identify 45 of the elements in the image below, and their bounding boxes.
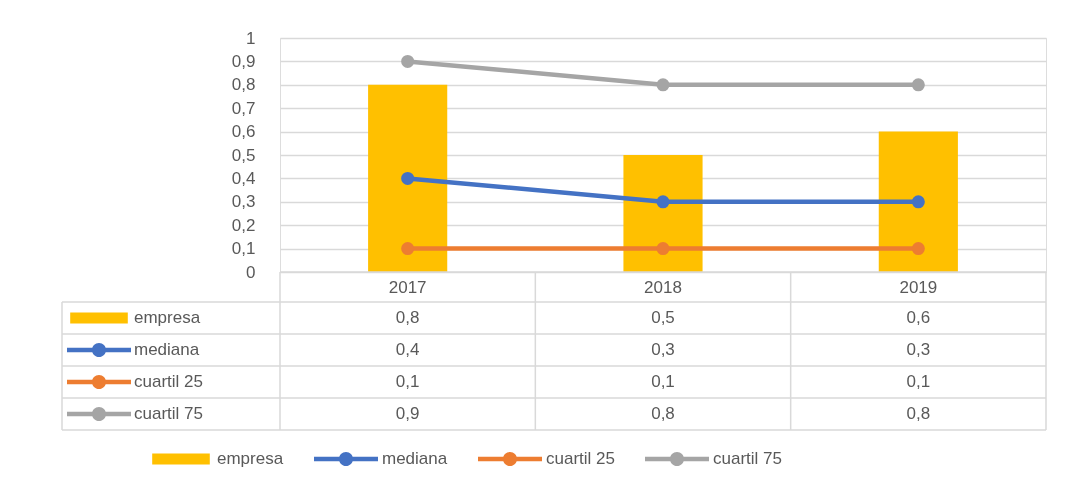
y-tick-label: 0,6 — [231, 122, 256, 142]
data-label: 0,8 — [395, 308, 420, 327]
data-label: 0,9 — [395, 404, 420, 423]
data-label: 0,6 — [906, 308, 931, 327]
point — [656, 78, 670, 92]
data-label: 0,4 — [395, 340, 420, 359]
x-tick-label: 2018 — [644, 277, 682, 297]
x-tick-label: 2019 — [899, 277, 938, 297]
data-label: 0,1 — [395, 372, 420, 391]
data-label: 0,8 — [906, 404, 931, 423]
legend-label: empresa — [134, 308, 201, 327]
y-tick-label: 0,2 — [231, 215, 256, 235]
legend-label: mediana — [382, 449, 448, 468]
y-tick-label: 1 — [246, 28, 256, 48]
data-label: 0,3 — [906, 340, 931, 359]
bar — [368, 84, 448, 272]
y-tick-label: 0,3 — [231, 192, 256, 212]
data-label: 0,1 — [906, 372, 931, 391]
y-tick-label: 0,4 — [231, 168, 256, 188]
data-label: 0,1 — [651, 372, 675, 391]
point — [656, 242, 670, 256]
legend-label: cuartil 75 — [713, 449, 782, 468]
point — [911, 242, 925, 256]
data-label: 0,3 — [651, 340, 675, 359]
point — [911, 195, 925, 209]
point — [911, 78, 925, 92]
y-tick-label: 0,5 — [231, 145, 256, 165]
point — [401, 171, 415, 185]
data-label: 0,8 — [651, 404, 675, 423]
text: empresa — [217, 449, 284, 468]
y-tick-label: 0,9 — [231, 51, 256, 71]
y-tick-label: 0 — [246, 262, 256, 282]
y-tick-label: 0,1 — [231, 239, 256, 259]
text: mediana — [134, 340, 200, 359]
legend-label: cuartil 25 — [546, 449, 615, 468]
y-tick-label: 0,7 — [231, 98, 256, 118]
point — [401, 242, 415, 256]
point — [656, 195, 670, 209]
text: cuartil 25 — [134, 372, 203, 391]
bar — [878, 131, 958, 272]
data-label: 0,5 — [651, 308, 675, 327]
point — [401, 54, 415, 68]
text: cuartil 75 — [134, 404, 203, 423]
y-tick-label: 0,8 — [231, 75, 256, 95]
x-tick-label: 2017 — [388, 277, 427, 297]
